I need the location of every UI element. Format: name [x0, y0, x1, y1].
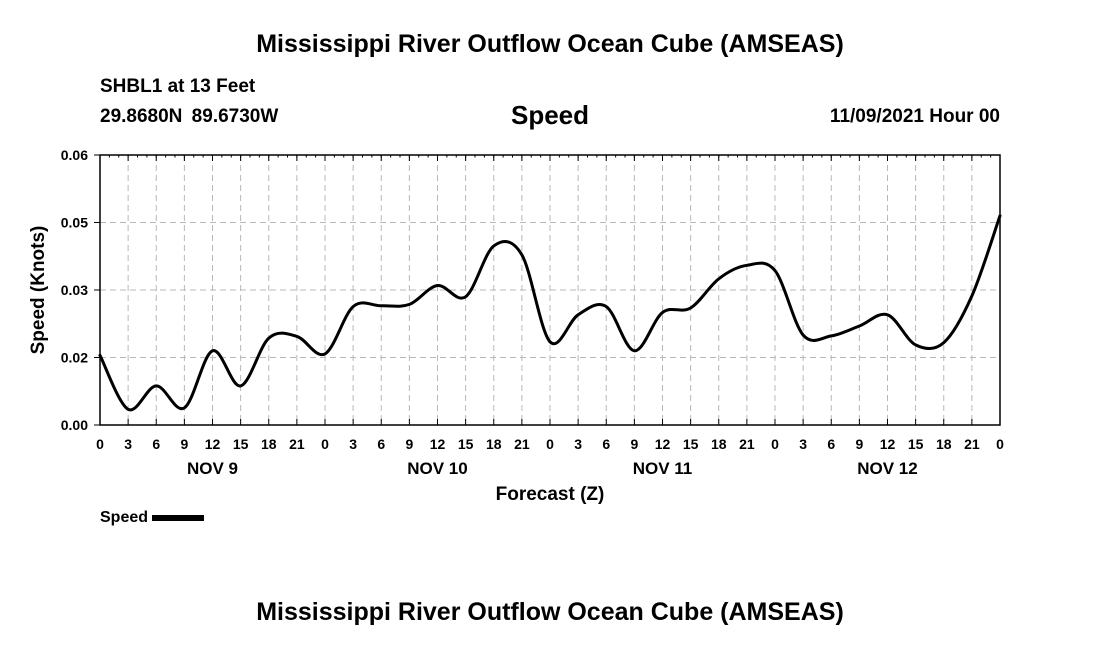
x-tick-label: 21	[739, 436, 755, 452]
data-point	[774, 270, 776, 272]
data-point	[155, 385, 157, 387]
x-tick-label: 21	[964, 436, 980, 452]
station-coordinates: 29.8680N 89.6730W	[100, 106, 279, 127]
x-tick-label: 0	[96, 436, 104, 452]
variable-title: Speed	[510, 100, 590, 130]
day-label: NOV 10	[407, 459, 467, 478]
data-point	[436, 284, 439, 287]
x-tick-label: 0	[996, 436, 1004, 452]
data-point	[661, 311, 664, 314]
x-tick-label: 6	[827, 436, 835, 452]
x-tick-label: 12	[430, 436, 446, 452]
x-tick-label: 3	[124, 436, 132, 452]
x-tick-label: 12	[205, 436, 221, 452]
data-point	[408, 303, 410, 305]
data-point	[99, 354, 101, 356]
data-point	[211, 350, 214, 352]
y-tick-label: 0.02	[61, 350, 88, 366]
x-tick-label: 3	[799, 436, 807, 452]
x-tick-label: 9	[405, 436, 413, 452]
x-tick-label: 9	[630, 436, 638, 452]
series-layer	[98, 214, 1002, 412]
data-point	[521, 254, 523, 256]
data-point	[380, 305, 382, 307]
x-tick-label: 12	[880, 436, 896, 452]
data-point	[465, 296, 467, 298]
x-tick-label: 18	[936, 436, 952, 452]
x-axis-title: Forecast (Z)	[496, 484, 605, 505]
x-tick-label: 15	[233, 436, 249, 452]
x-tick-label: 15	[458, 436, 474, 452]
x-tick-label: 0	[771, 436, 779, 452]
data-point	[802, 334, 804, 336]
data-point	[633, 350, 636, 352]
legend: Speed	[100, 509, 205, 527]
x-tick-label: 6	[602, 436, 610, 452]
y-tick-label: 0.00	[61, 417, 88, 433]
second-chart-title: Mississippi River Outflow Ocean Cube (AM…	[256, 598, 844, 626]
x-tick-label: 9	[180, 436, 188, 452]
forecast-datetime: 11/09/2021 Hour 00	[829, 106, 1000, 127]
day-label: NOV 11	[633, 459, 693, 478]
chart-title: Mississippi River Outflow Ocean Cube (AM…	[256, 30, 844, 58]
axis-labels: 0 3 6 9 12 15 18 21 0 3 6 9 12 15 18 21 0 3 6 9 12 15 18 21 0 3 6 9…	[28, 147, 1004, 505]
x-tick-label: 3	[574, 436, 582, 452]
data-point	[493, 245, 495, 247]
data-point	[999, 215, 1001, 217]
data-point	[296, 335, 298, 337]
x-tick-label: 18	[711, 436, 727, 452]
y-axis-title: Speed (Knots)	[28, 226, 49, 355]
x-tick-label: 6	[152, 436, 160, 452]
x-tick-label: 3	[349, 436, 357, 452]
y-tick-label: 0.05	[61, 215, 88, 231]
data-point	[886, 314, 889, 316]
legend-swatch	[152, 515, 205, 521]
data-point	[127, 408, 129, 410]
data-point	[858, 325, 861, 327]
data-point	[183, 407, 185, 409]
x-tick-label: 18	[261, 436, 277, 452]
data-point	[690, 307, 692, 309]
x-tick-label: 12	[655, 436, 671, 452]
day-label: NOV 9	[187, 459, 238, 478]
data-point	[268, 337, 270, 339]
x-tick-label: 15	[908, 436, 924, 452]
day-label: NOV 12	[857, 459, 917, 478]
data-point	[577, 314, 579, 316]
legend-label: Speed	[100, 509, 149, 526]
data-point	[943, 342, 945, 344]
data-point	[605, 306, 607, 308]
x-tick-label: 6	[377, 436, 385, 452]
x-tick-label: 21	[289, 436, 305, 452]
data-point	[549, 341, 551, 343]
station-label: SHBL1 at 13 Feet	[100, 76, 256, 97]
x-tick-label: 15	[683, 436, 699, 452]
data-point	[830, 335, 832, 337]
data-point	[718, 278, 720, 280]
x-tick-label: 0	[321, 436, 329, 452]
data-point	[352, 306, 354, 308]
chart-grid	[100, 155, 1000, 425]
data-point	[915, 344, 917, 346]
x-tick-label: 18	[486, 436, 502, 452]
data-point	[324, 353, 326, 355]
y-tick-label: 0.06	[61, 147, 88, 163]
data-point	[746, 264, 748, 266]
axis-ticks	[94, 154, 1001, 426]
x-tick-label: 0	[546, 436, 554, 452]
data-point	[971, 295, 973, 297]
x-tick-label: 21	[514, 436, 530, 452]
x-tick-label: 9	[855, 436, 863, 452]
data-point	[240, 385, 242, 387]
y-tick-label: 0.03	[61, 282, 88, 298]
